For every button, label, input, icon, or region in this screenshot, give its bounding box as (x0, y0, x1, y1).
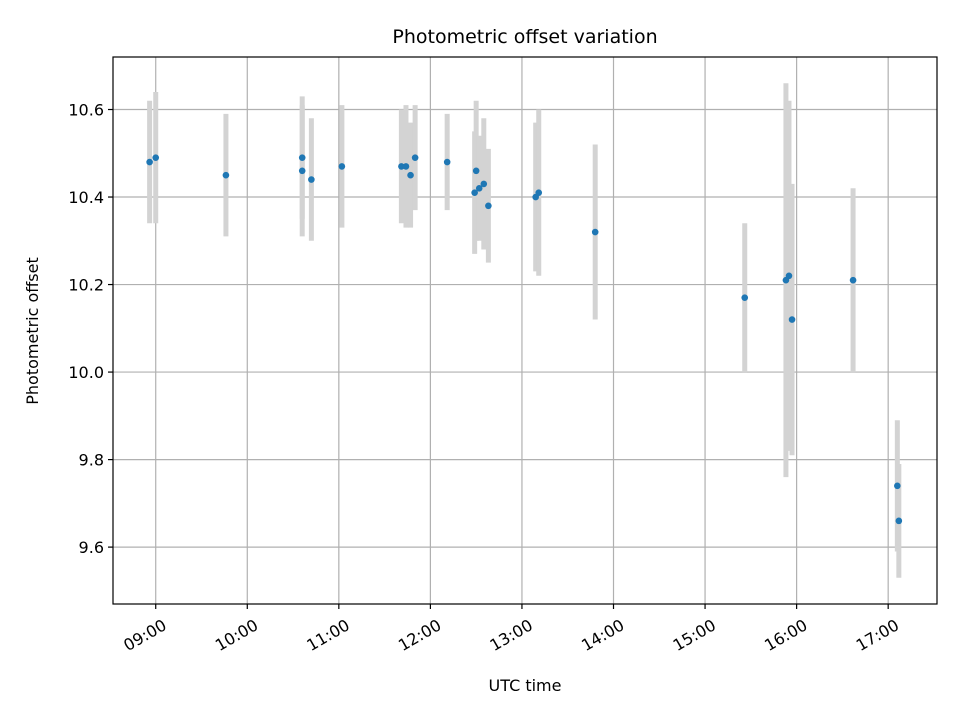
data-point (338, 163, 346, 170)
y-tick-label: 10.4 (68, 188, 104, 207)
data-point (298, 167, 306, 175)
data-point (407, 171, 414, 179)
data-point (152, 154, 160, 161)
data-point (471, 189, 478, 196)
data-point (222, 171, 230, 179)
data-point (146, 158, 153, 166)
chart-title: Photometric offset variation (392, 26, 657, 48)
x-axis-label: UTC time (489, 676, 562, 695)
data-point (849, 276, 857, 284)
data-point (402, 163, 410, 170)
data-point (535, 189, 543, 196)
data-point (785, 272, 793, 280)
data-point (894, 482, 901, 490)
y-tick-label: 9.6 (79, 538, 104, 557)
data-point (788, 316, 796, 323)
y-tick-label: 10.0 (68, 363, 104, 382)
data-point (475, 184, 483, 192)
data-point (443, 158, 451, 166)
y-tick-label: 10.2 (68, 276, 104, 295)
data-point (411, 154, 419, 161)
data-point (591, 228, 599, 236)
data-point (895, 517, 903, 525)
y-tick-label: 10.6 (68, 101, 104, 120)
y-tick-label: 9.8 (79, 451, 104, 470)
point-layer (146, 154, 903, 525)
grid-layer (113, 57, 937, 604)
data-point (308, 176, 315, 183)
data-point (741, 294, 749, 301)
plot-frame (112, 56, 938, 605)
data-point (485, 202, 492, 210)
data-point (398, 163, 405, 170)
data-point (480, 180, 488, 188)
data-point (298, 154, 306, 161)
data-point (472, 167, 480, 175)
y-axis-label: Photometric offset (23, 257, 42, 405)
